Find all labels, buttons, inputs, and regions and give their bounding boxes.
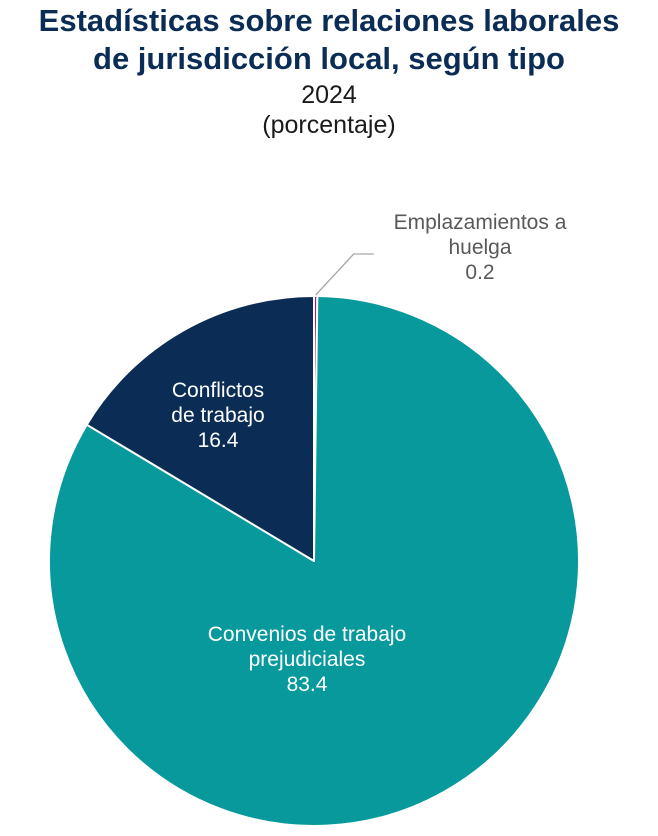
pie-slice-3 — [85, 295, 315, 562]
leader-line — [315, 253, 374, 296]
slice-label-1: Emplazamientos a huelga 0.2 — [394, 211, 567, 284]
chart-unit-label: (porcentaje) — [262, 111, 396, 139]
chart-title: Estadísticas sobre relaciones laborales … — [0, 0, 658, 78]
chart-title-line-1: Estadísticas sobre relaciones laborales — [38, 3, 620, 38]
slice-label-3-line-2: de trabajo — [171, 404, 264, 427]
chart-title-line-2: de jurisdicción local, según tipo — [93, 41, 565, 76]
slice-label-1-line-2: huelga — [448, 236, 511, 259]
slice-label-2-line-2: prejudiciales — [249, 648, 366, 671]
slice-label-3-line-1: Conflictos — [172, 379, 264, 402]
slice-label-1-line-3: 0.2 — [465, 261, 494, 284]
chart-subtitle: 2024 — [301, 81, 357, 109]
slice-label-2: Convenios de trabajo prejudiciales 83.4 — [208, 623, 406, 696]
slice-label-2-line-1: Convenios de trabajo — [208, 623, 406, 646]
slice-label-3-line-3: 16.4 — [198, 429, 239, 452]
slice-label-1-line-1: Emplazamientos a — [394, 211, 567, 234]
pie-slices — [48, 295, 580, 827]
pie-labels: Emplazamientos a huelga 0.2 Convenios de tr… — [171, 211, 566, 696]
slice-label-3: Conflictos de trabajo 16.4 — [171, 379, 264, 452]
chart-header: Estadísticas sobre relaciones laborales … — [0, 0, 658, 140]
slice-label-2-line-3: 83.4 — [287, 673, 328, 696]
